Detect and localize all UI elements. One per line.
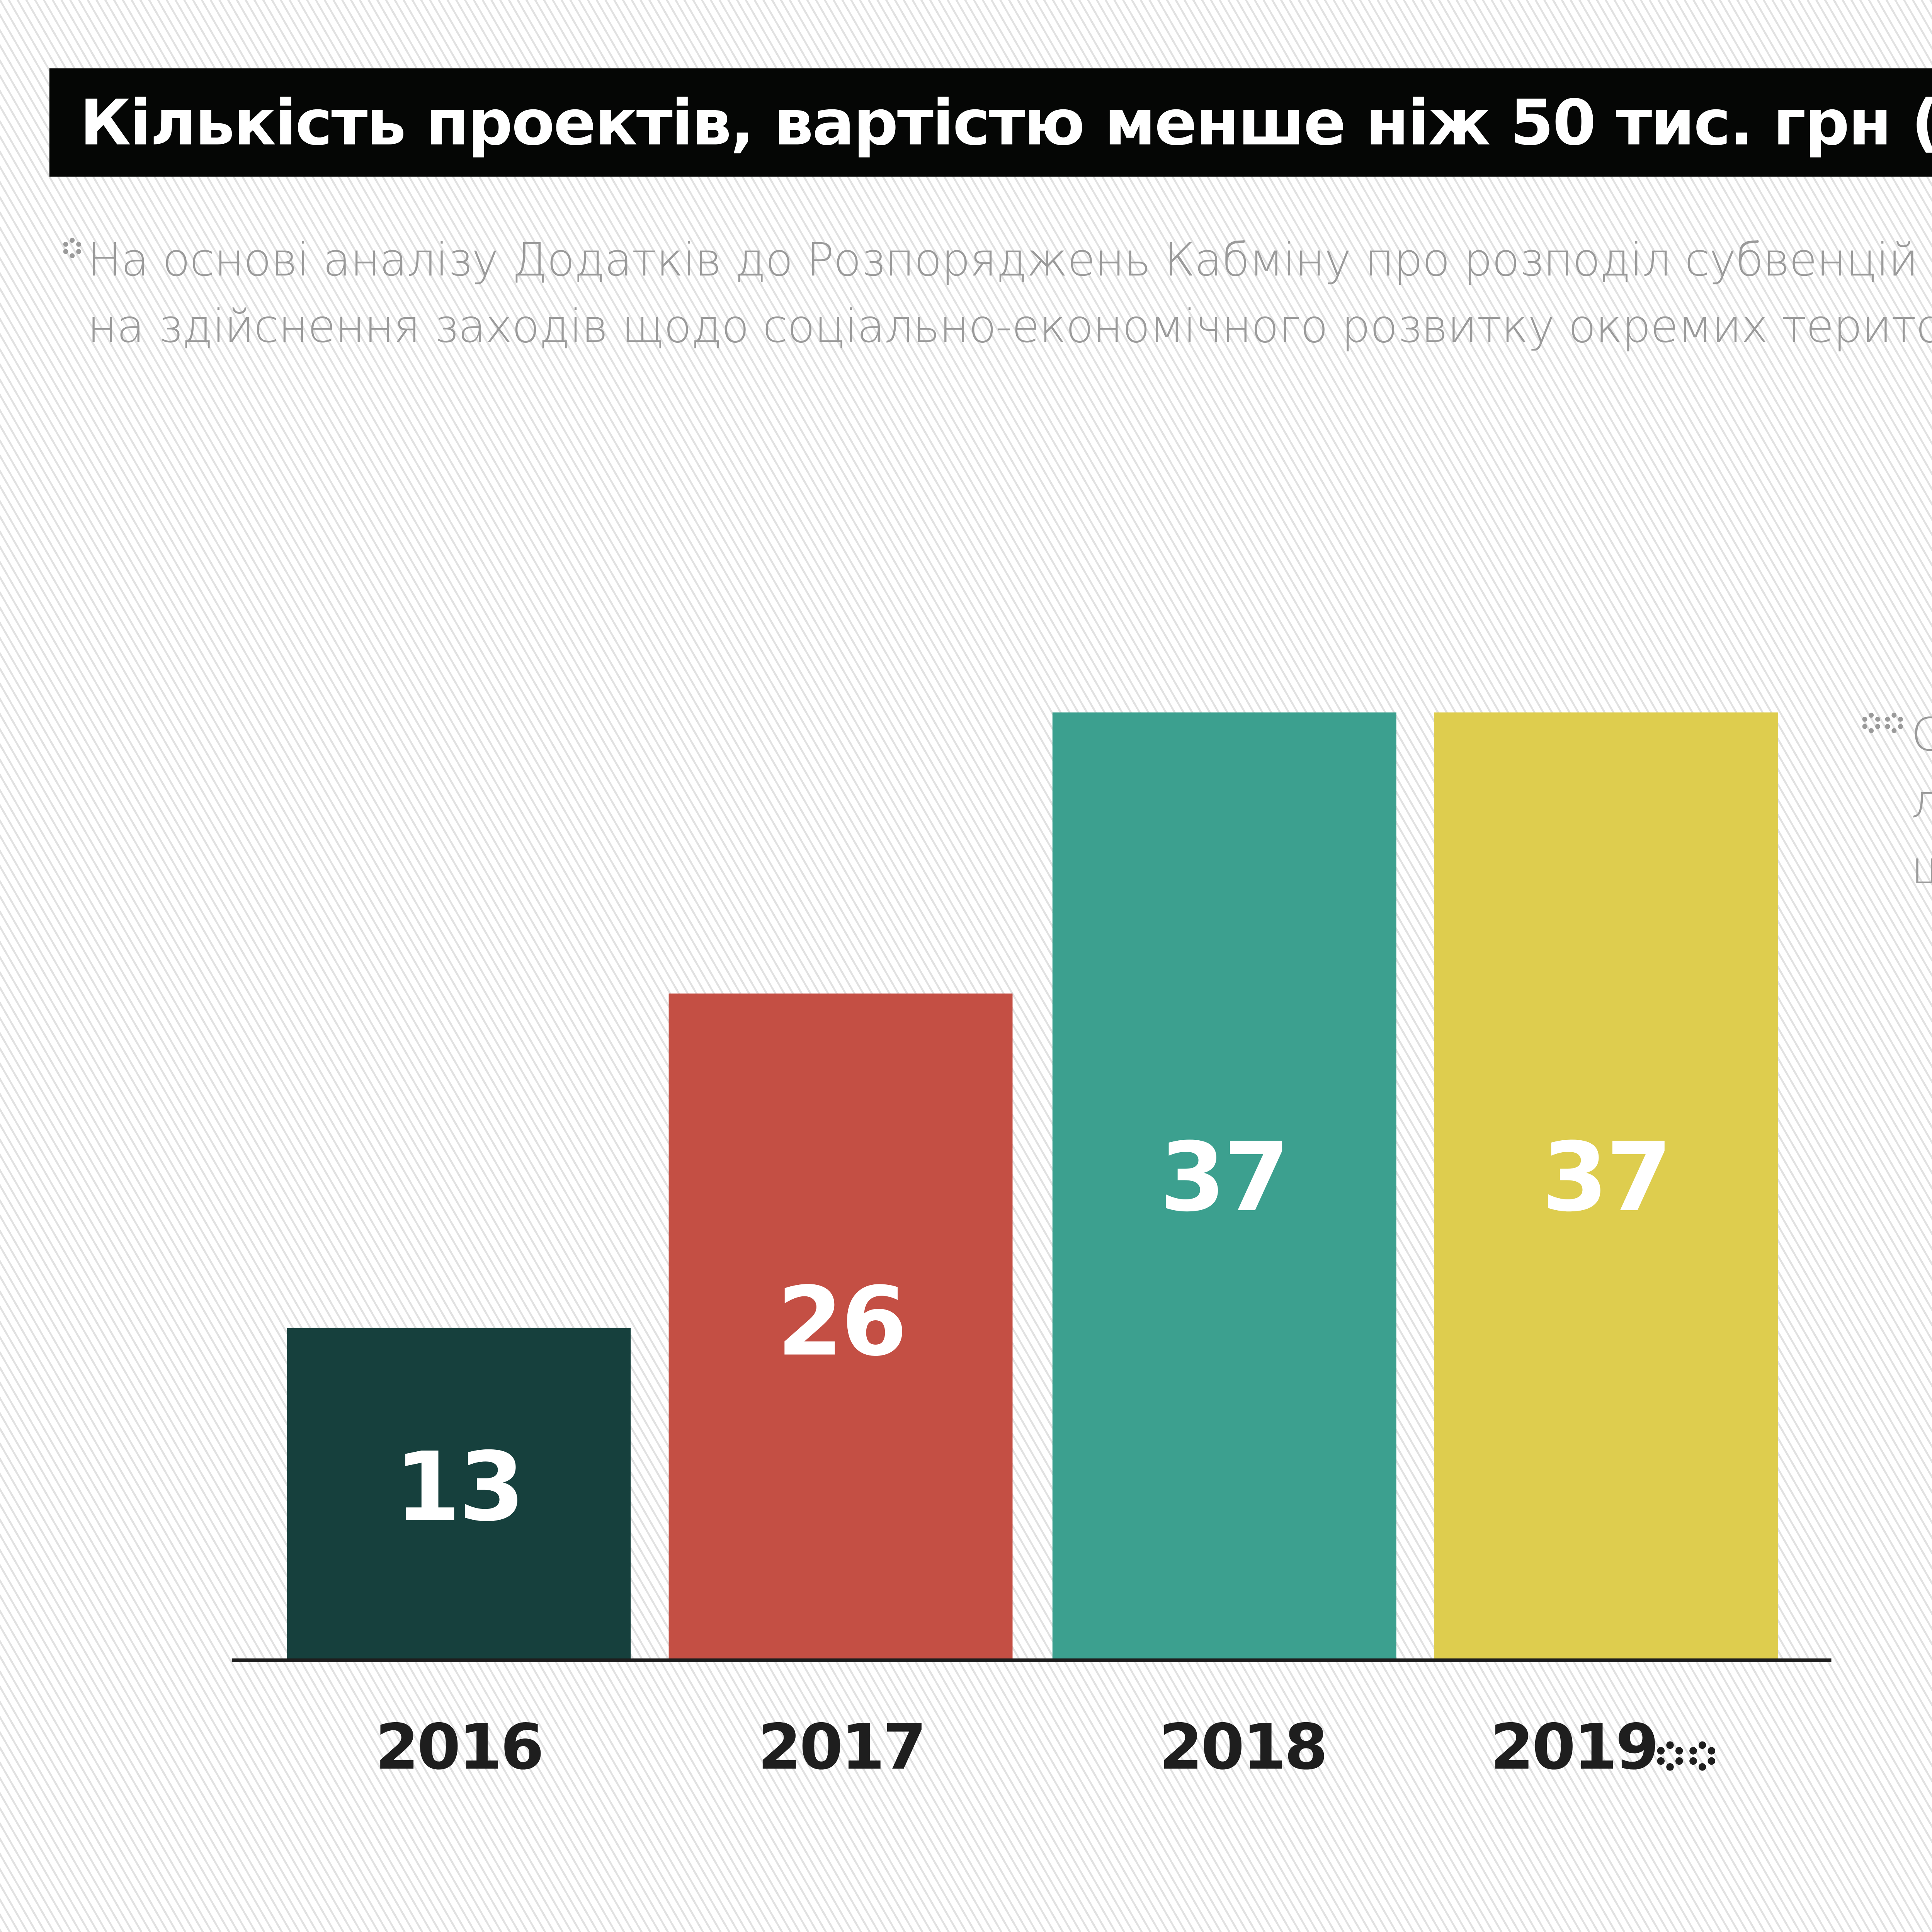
x-tick-label: 2019	[1434, 1710, 1778, 1791]
double-footnote-marker-icon	[1862, 713, 1907, 735]
bar-2016: 13	[287, 1327, 631, 1660]
x-tick-text: 2016	[375, 1709, 544, 1784]
status-note-line: Станом на 1 березня —	[1911, 703, 1932, 769]
footnote-marker-icon	[63, 238, 82, 260]
bar-value-label: 13	[395, 1433, 525, 1543]
bar-value-label: 26	[777, 1266, 907, 1377]
status-note-line: щодо розподілу субвенцій	[1911, 836, 1932, 902]
double-footnote-marker-icon	[1657, 1718, 1722, 1792]
chart-title: Кількість проектів, вартістю менше ніж 5…	[80, 85, 1932, 160]
title-banner: Кількість проектів, вартістю менше ніж 5…	[49, 68, 1932, 177]
status-note: Станом на 1 березня — лише одне розпоряд…	[1911, 703, 1932, 902]
source-note-line: На основі аналізу Додатків до Розпорядже…	[87, 233, 1918, 287]
bar-2017: 26	[669, 994, 1013, 1660]
source-note-line: на здійснення заходів щодо соціально-еко…	[87, 300, 1932, 354]
x-tick-text: 2019	[1490, 1709, 1659, 1784]
x-tick-label: 2017	[669, 1710, 1013, 1784]
x-axis-line	[231, 1658, 1832, 1662]
bar-2018: 37	[1051, 712, 1396, 1661]
x-tick-label: 2018	[1071, 1710, 1415, 1784]
bar-value-label: 37	[1159, 1122, 1290, 1233]
x-tick-text: 2017	[757, 1709, 927, 1784]
source-note: На основі аналізу Додатків до Розпорядже…	[87, 228, 1932, 361]
bar-value-label: 37	[1542, 1122, 1672, 1233]
status-note-line: лише одне розпорядження	[1911, 769, 1932, 836]
x-tick-text: 2018	[1159, 1709, 1328, 1784]
bar-2019: 37	[1434, 712, 1778, 1661]
x-tick-label: 2016	[287, 1710, 631, 1784]
